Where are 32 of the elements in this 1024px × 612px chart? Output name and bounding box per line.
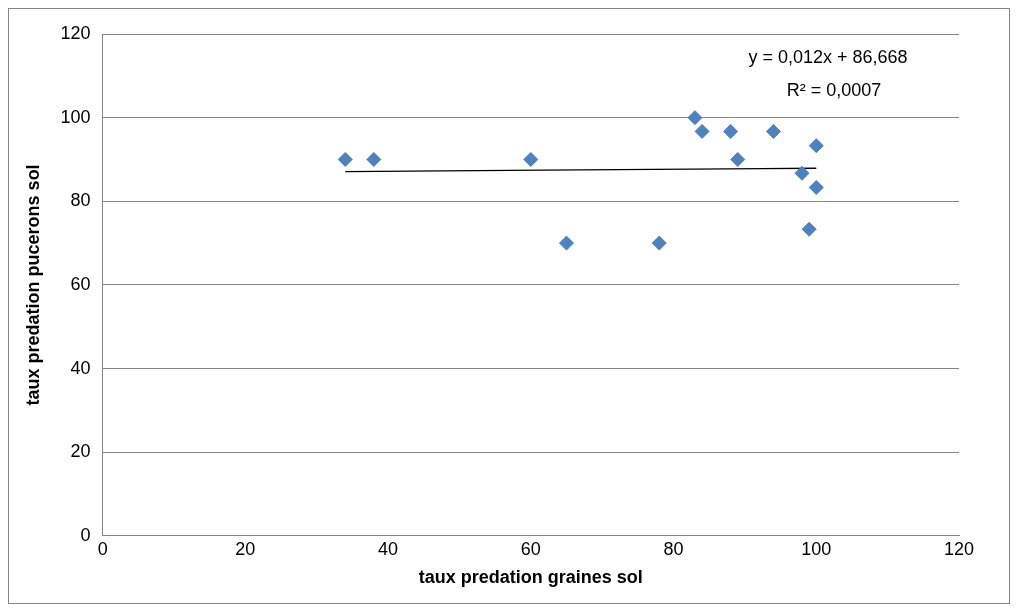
point (559, 235, 574, 251)
point (523, 151, 539, 167)
x-tick-label: 40 (378, 538, 399, 559)
point (723, 123, 739, 139)
y-tick-label: 120 (60, 22, 91, 43)
y-axis-title: taux predation pucerons sol (22, 164, 43, 406)
point (801, 221, 817, 237)
y-tick-label: 0 (80, 524, 91, 545)
point (808, 138, 824, 154)
x-tick-label: 20 (235, 538, 256, 559)
y-tick-label: 60 (70, 273, 91, 294)
x-tick-label: 100 (801, 538, 832, 559)
point (366, 151, 382, 167)
y-tick-label: 80 (70, 190, 91, 211)
x-tick-label: 60 (520, 538, 541, 559)
point (730, 151, 746, 167)
point (651, 235, 667, 251)
point (337, 151, 353, 167)
point (687, 110, 703, 126)
x-tick-label: 120 (943, 538, 975, 559)
point (808, 179, 824, 195)
point (694, 123, 710, 139)
x-tick-label: 80 (663, 538, 684, 559)
y-tick-label: 20 (70, 441, 91, 462)
annotation: y = 0,012x + 86,668 (748, 46, 908, 67)
point (765, 123, 781, 139)
annotation: R² = 0,0007 (786, 79, 882, 100)
x-tick-label: 0 (97, 538, 108, 559)
y-tick-label: 100 (60, 106, 91, 127)
x-axis-title: taux predation graines sol (418, 567, 643, 588)
point (794, 165, 810, 181)
y-tick-label: 40 (70, 357, 91, 378)
